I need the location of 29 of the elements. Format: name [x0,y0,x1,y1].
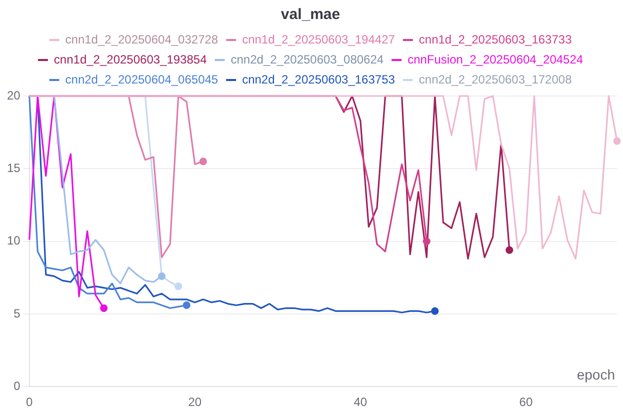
legend-label: cnn1d_2_20250603_193854 [54,52,208,66]
legend-label: cnn1d_2_20250603_194427 [242,32,396,46]
legend-label: cnn2d_2_20250603_080624 [230,52,384,66]
legend-label: cnn1d_2_20250604_032728 [65,32,218,46]
x-tick-label: 0 [26,395,34,410]
y-tick-label: 0 [14,378,21,393]
x-axis-title: epoch [576,366,615,382]
point [422,238,430,246]
point [199,158,207,166]
legend-label: cnnFusion_2_20250604_204524 [408,52,584,66]
x-tick-label: 20 [188,395,202,410]
legend-label: cnn2d_2_20250603_172008 [418,72,572,86]
y-tick-label: 20 [6,88,21,102]
x-tick-label: 40 [354,395,368,410]
legend-label: cnn1d_2_20250603_163733 [418,32,572,46]
y-tick-label: 10 [6,234,21,248]
y-tick-label: 5 [14,306,21,320]
legend-label: cnn2d_2_20250604_065045 [65,72,218,86]
x-tick-label: 60 [519,395,533,410]
chart-title: val_mae [280,6,340,24]
point [182,301,190,310]
point [506,246,514,254]
point [100,304,108,312]
point [174,282,182,290]
y-tick-label: 15 [6,160,21,175]
point [158,272,166,280]
legend-label: cnn2d_2_20250603_163753 [242,72,396,86]
point [613,137,621,145]
point [431,307,439,315]
